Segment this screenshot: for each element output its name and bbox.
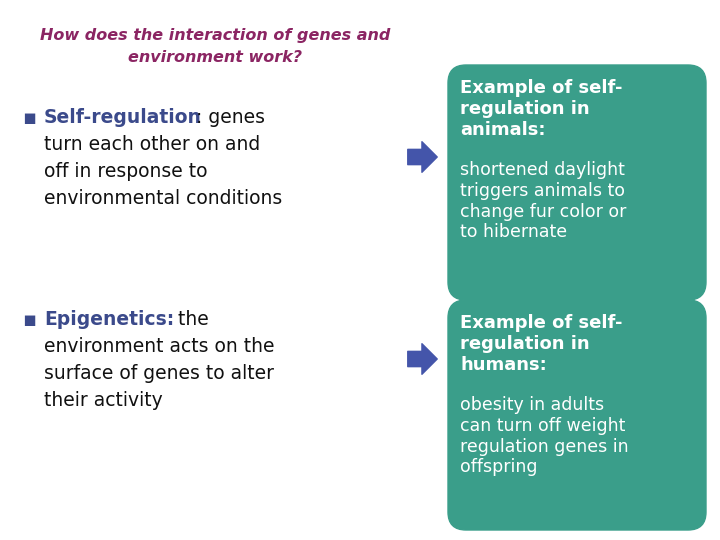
Text: shortened daylight
triggers animals to
change fur color or
to hibernate: shortened daylight triggers animals to c…: [460, 161, 626, 241]
FancyBboxPatch shape: [448, 300, 706, 530]
Text: off in response to: off in response to: [44, 162, 207, 181]
Text: the: the: [172, 310, 209, 329]
Text: turn each other on and: turn each other on and: [44, 135, 260, 154]
Text: their activity: their activity: [44, 391, 163, 410]
Text: : genes: : genes: [196, 108, 265, 127]
Text: ▪: ▪: [22, 108, 36, 128]
Text: environment acts on the: environment acts on the: [44, 337, 274, 356]
Text: Example of self-
regulation in
animals:: Example of self- regulation in animals:: [460, 79, 623, 139]
Text: environment work?: environment work?: [128, 50, 302, 65]
Text: ▪: ▪: [22, 310, 36, 330]
FancyBboxPatch shape: [448, 65, 706, 300]
Text: surface of genes to alter: surface of genes to alter: [44, 364, 274, 383]
Text: Self-regulation: Self-regulation: [44, 108, 202, 127]
Text: Example of self-
regulation in
humans:: Example of self- regulation in humans:: [460, 314, 623, 374]
Text: obesity in adults
can turn off weight
regulation genes in
offspring: obesity in adults can turn off weight re…: [460, 396, 629, 476]
Text: Epigenetics:: Epigenetics:: [44, 310, 174, 329]
Text: environmental conditions: environmental conditions: [44, 189, 282, 208]
Text: How does the interaction of genes and: How does the interaction of genes and: [40, 28, 390, 43]
